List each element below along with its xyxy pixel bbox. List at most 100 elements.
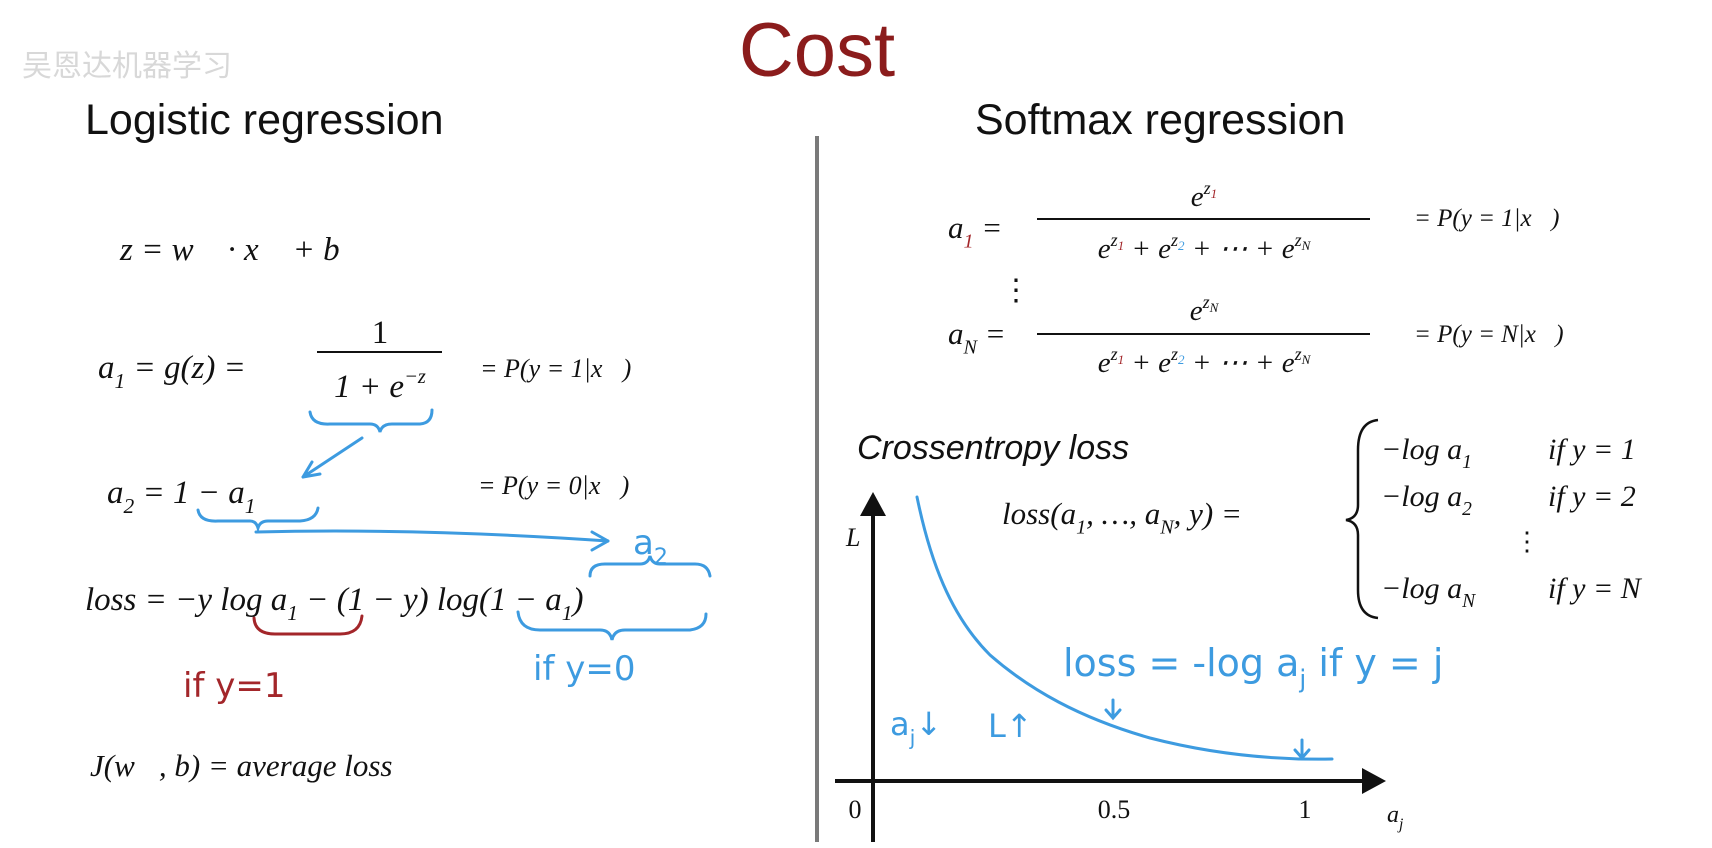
math-part: L	[845, 523, 860, 552]
math-part: j	[1397, 816, 1403, 833]
math-part: a	[107, 475, 124, 511]
math-text: −log aN	[1381, 572, 1476, 612]
math-part: = P(y = N|x⃗)	[1414, 321, 1564, 348]
math-part: 1 + e	[334, 369, 404, 405]
math-part: + ⋯ + e	[1185, 347, 1295, 379]
math-part: 1	[372, 315, 389, 351]
math-part: 1	[1462, 452, 1472, 473]
math-part: = g(z) =	[125, 350, 246, 386]
brace	[588, 555, 712, 578]
math-part: = P(y = 1|x⃗)	[480, 354, 631, 383]
math-part: = 1 − a	[134, 475, 245, 511]
math-part: a	[948, 210, 964, 245]
axis-arrow	[860, 492, 886, 516]
math-part: + e	[1124, 347, 1171, 379]
math-part: z	[1294, 230, 1302, 250]
math-text: if y = 1	[1548, 433, 1636, 466]
arrow	[301, 436, 364, 479]
math-part: N	[1301, 352, 1312, 367]
math-part: z	[1203, 178, 1211, 198]
math-text: ez1 + ez2 + ⋯ + ezN	[1098, 344, 1312, 379]
math-part: if y = N	[1548, 572, 1643, 605]
handwritten-note: if y=0	[533, 649, 635, 689]
math-part: , …, a	[1086, 496, 1160, 531]
math-part: N	[1209, 300, 1220, 315]
math-part: if y = 1	[1548, 433, 1636, 466]
math-part: z	[1170, 344, 1178, 364]
cases-brace	[1345, 418, 1379, 620]
math-text: = P(y = 0|x⃗)	[478, 471, 629, 500]
math-text: aN =	[948, 316, 1006, 358]
math-part: ↓	[915, 705, 942, 743]
math-part: z	[1202, 292, 1210, 312]
math-text: ez1 + ez2 + ⋯ + ezN	[1098, 230, 1312, 265]
math-part: 1	[562, 601, 573, 625]
math-part: e	[1098, 233, 1111, 265]
math-text: L	[845, 523, 860, 552]
math-text: = P(y = 1|x⃗)	[1414, 205, 1559, 232]
math-part: z	[1110, 230, 1118, 250]
math-part: j	[909, 726, 916, 750]
math-text: if y = 2	[1548, 480, 1636, 513]
math-part: 2	[1462, 499, 1472, 520]
math-part: loss(a	[1002, 496, 1076, 531]
math-part: z = w⃗ · x⃗ + b	[119, 232, 340, 268]
math-part: if y=0	[533, 649, 635, 689]
x-tick-label: 1	[1299, 795, 1312, 824]
math-part: − (1 − y) log(1 − a	[298, 582, 562, 618]
math-part: , y) =	[1174, 496, 1242, 531]
brace	[308, 408, 434, 433]
math-part: 1	[115, 369, 126, 393]
handwritten-note: if y=1	[183, 666, 285, 706]
math-part: N	[1301, 238, 1312, 253]
math-part: −log a	[1381, 572, 1462, 605]
math-part: 1	[287, 601, 298, 625]
vdots: ⋮	[1001, 274, 1031, 307]
math-part: L↑	[988, 707, 1033, 745]
math-part: if y = 2	[1548, 480, 1636, 513]
x-tick-label: 0	[849, 795, 862, 824]
math-part: −log a	[1381, 433, 1462, 466]
math-text: a1 = g(z) =	[98, 350, 246, 393]
handwritten-note: loss = -log aj if y = j	[1063, 641, 1443, 693]
math-part: = P(y = 1|x⃗)	[1414, 205, 1559, 232]
math-part: −log a	[1381, 480, 1462, 513]
x-tick-label: 0.5	[1098, 795, 1131, 824]
handwritten-note: aj↓	[890, 705, 942, 750]
brace	[516, 610, 708, 641]
math-part: 2	[1178, 352, 1185, 367]
math-part: =	[974, 210, 1003, 245]
math-part: J(w⃗, b) = average loss	[90, 748, 392, 783]
section-heading: Softmax regression	[975, 96, 1345, 144]
math-text: J(w⃗, b) = average loss	[90, 748, 392, 783]
annotations	[196, 408, 1334, 761]
math-part: 1	[1211, 186, 1218, 201]
math-part: + e	[1124, 233, 1171, 265]
math-text: loss(a1, …, aN, y) =	[1002, 496, 1242, 538]
math-part: j	[1298, 664, 1306, 693]
math-part: 1	[245, 494, 256, 518]
math-part: z	[1110, 344, 1118, 364]
math-text: z = w⃗ · x⃗ + b	[119, 232, 340, 268]
math-part: z	[1170, 230, 1178, 250]
math-text: ez1	[1191, 178, 1217, 213]
math-part: 2	[1178, 238, 1185, 253]
math-part: 1	[1076, 516, 1086, 538]
arrow	[1104, 698, 1122, 721]
underline	[252, 614, 364, 636]
loss-curve	[915, 495, 1334, 761]
math-part: a	[98, 350, 115, 386]
math-part: N	[1461, 591, 1476, 612]
math-part: 1	[964, 230, 974, 252]
math-text: aj	[1387, 802, 1403, 833]
math-part: N	[963, 336, 979, 358]
math-text: loss = −y log a1 − (1 − y) log(1 − a1)	[85, 582, 584, 625]
math-part: e	[1191, 181, 1204, 213]
handwritten-note: L↑	[988, 707, 1033, 745]
math-text: −log a2	[1381, 480, 1472, 520]
math-part: a	[948, 316, 964, 351]
subheading: Crossentropy loss	[857, 429, 1129, 467]
math-part: e	[1098, 347, 1111, 379]
math-part: −z	[404, 366, 426, 388]
